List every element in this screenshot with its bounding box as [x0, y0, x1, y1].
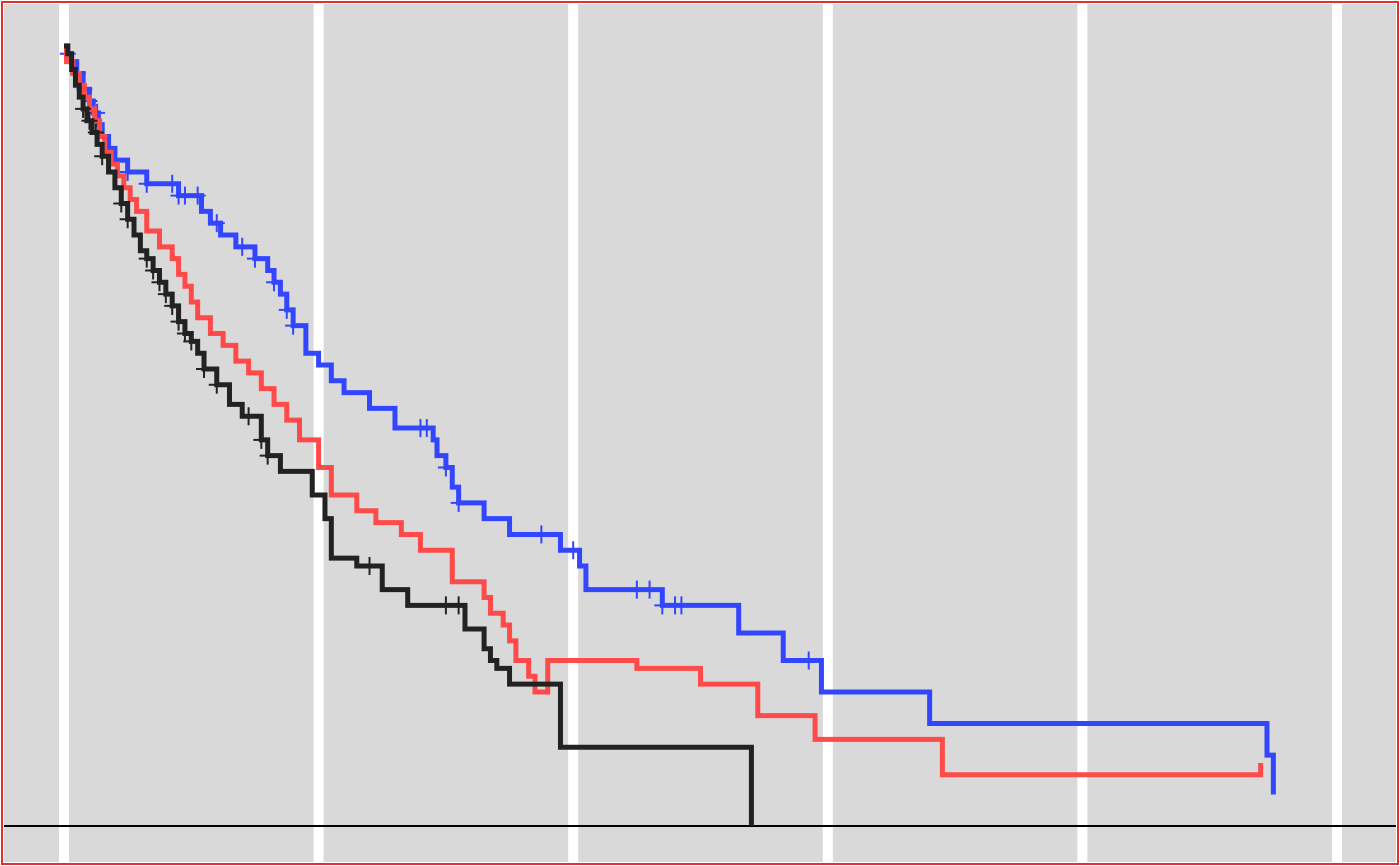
- survival-curve-2: [64, 47, 1264, 778]
- plot-panel: [4, 4, 1396, 862]
- survival-curve-1: [64, 51, 1276, 795]
